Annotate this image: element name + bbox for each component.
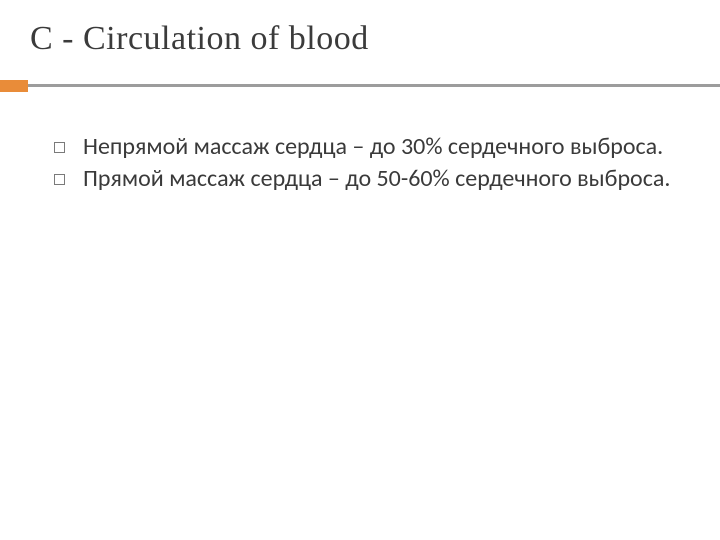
list-item: Прямой массаж сердца – до 50-60% сердечн… <box>54 164 680 194</box>
body-content: Непрямой массаж сердца – до 30% сердечно… <box>54 132 680 196</box>
list-item: Непрямой массаж сердца – до 30% сердечно… <box>54 132 680 162</box>
bullet-text: Непрямой массаж сердца – до 30% сердечно… <box>83 132 663 162</box>
bullet-text: Прямой массаж сердца – до 50-60% сердечн… <box>83 164 670 194</box>
title-underline <box>0 80 720 92</box>
bullet-square-icon <box>54 142 65 153</box>
slide: C - Circulation of blood Непрямой массаж… <box>0 0 720 540</box>
bullet-square-icon <box>54 174 65 185</box>
slide-title: C - Circulation of blood <box>30 20 369 58</box>
accent-block <box>0 80 28 92</box>
horizontal-rule <box>28 84 720 92</box>
